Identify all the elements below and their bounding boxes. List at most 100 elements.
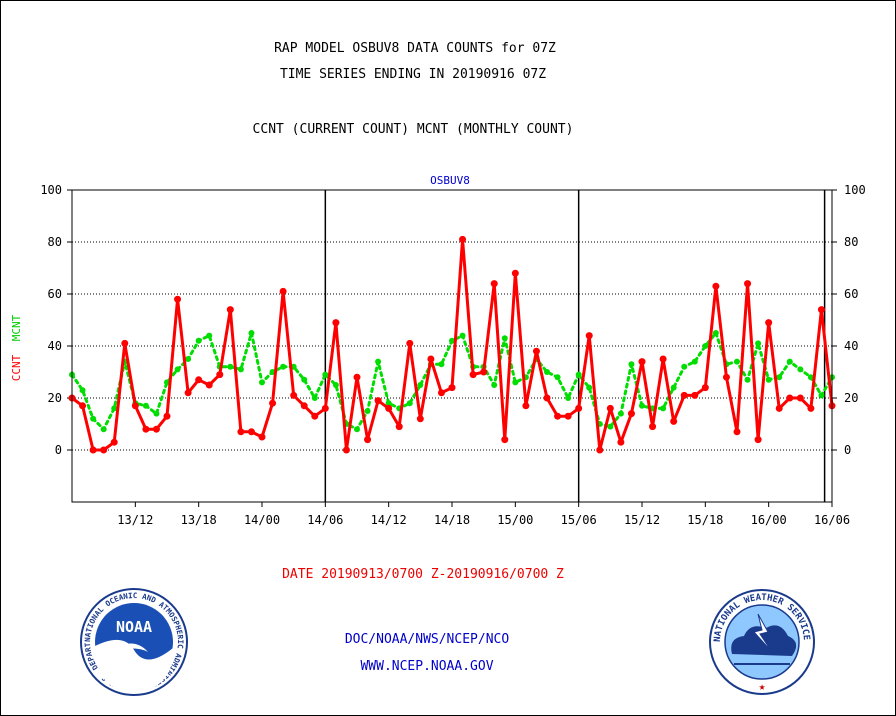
mcnt-point-24 [322, 371, 329, 378]
ccnt-point-36 [448, 384, 456, 392]
header-line-1: RAP MODEL OSBUV8 DATA COUNTS for 07Z [274, 41, 556, 56]
ccnt-point-57 [670, 417, 678, 425]
footer-org: DOC/NOAA/NWS/NCEP/NCO [345, 632, 510, 647]
ccnt-point-33 [416, 415, 424, 423]
nws-logo: NATIONAL WEATHER SERVICE ★ [709, 589, 815, 695]
ccnt-point-28 [364, 436, 372, 444]
y-tick-label-left-40: 40 [48, 339, 62, 353]
mcnt-point-13 [206, 332, 213, 339]
mcnt-point-46 [554, 374, 561, 381]
ccnt-point-8 [152, 425, 160, 433]
series-ccnt [68, 235, 836, 454]
mcnt-point-57 [670, 384, 677, 391]
ccnt-point-14 [216, 371, 224, 379]
ccnt-point-15 [226, 306, 234, 314]
ccnt-point-50 [596, 446, 604, 454]
mcnt-point-70 [807, 374, 814, 381]
y-tick-label-right-0: 0 [844, 443, 851, 457]
mcnt-point-15 [227, 363, 234, 370]
mcnt-point-40 [491, 382, 498, 388]
ccnt-point-23 [311, 412, 319, 420]
ccnt-point-62 [722, 373, 730, 381]
ccnt-point-25 [332, 319, 340, 327]
x-tick-label-14-12: 14/12 [371, 513, 407, 527]
y-tick-label-right-60: 60 [844, 287, 858, 301]
mcnt-point-23 [311, 395, 318, 401]
ccnt-point-63 [733, 428, 741, 436]
ccnt-point-11 [184, 389, 192, 397]
mcnt-point-29 [375, 358, 382, 365]
mcnt-point-11 [185, 356, 192, 362]
ccnt-point-4 [110, 438, 118, 446]
mcnt-point-3 [100, 426, 107, 433]
x-tick-label-14-00: 14/00 [244, 513, 280, 527]
ccnt-point-46 [554, 412, 562, 420]
plot-border [71, 189, 833, 503]
ccnt-point-43 [522, 402, 530, 410]
ccnt-point-35 [437, 389, 445, 397]
ccnt-point-52 [617, 438, 625, 446]
y-tick-label-left-0: 0 [55, 443, 62, 457]
ccnt-point-10 [174, 295, 182, 303]
x-tick-label-16-00: 16/00 [751, 513, 787, 527]
ccnt-point-30 [385, 404, 393, 412]
mcnt-point-22 [301, 376, 308, 383]
mcnt-point-12 [195, 337, 202, 344]
ccnt-point-24 [321, 404, 329, 412]
ccnt-point-1 [79, 402, 87, 410]
ccnt-point-7 [142, 425, 150, 433]
ccnt-point-55 [649, 423, 657, 431]
mcnt-point-1 [79, 387, 86, 394]
x-tick-label-13-18: 13/18 [181, 513, 217, 527]
ccnt-point-64 [744, 280, 752, 288]
ccnt-point-21 [290, 391, 298, 399]
mcnt-point-64 [744, 376, 751, 383]
ccnt-point-29 [374, 397, 382, 405]
ccnt-point-13 [205, 381, 213, 389]
ccnt-line [70, 237, 834, 452]
ccnt-point-20 [279, 287, 287, 295]
mcnt-point-71 [818, 392, 825, 399]
y-tick-label-left-60: 60 [48, 287, 62, 301]
mcnt-point-36 [449, 337, 455, 344]
mcnt-point-45 [544, 369, 550, 375]
nws-star-icon: ★ [759, 680, 766, 693]
mcnt-point-69 [797, 366, 804, 373]
ccnt-point-16 [237, 428, 245, 436]
x-tick-label-14-06: 14/06 [307, 513, 343, 527]
y-tick-label-left-20: 20 [48, 391, 62, 405]
ccnt-point-60 [701, 384, 709, 392]
ccnt-point-17 [247, 428, 255, 436]
ccnt-point-71 [817, 306, 825, 314]
ccnt-point-3 [100, 446, 108, 454]
ccnt-point-5 [121, 339, 129, 347]
mcnt-point-33 [417, 382, 424, 388]
mcnt-point-20 [280, 363, 287, 370]
ccnt-point-61 [712, 282, 720, 290]
mcnt-point-17 [248, 330, 255, 336]
mcnt-point-25 [332, 382, 339, 388]
ccnt-point-27 [353, 373, 361, 381]
ccnt-point-70 [807, 404, 815, 412]
mcnt-point-61 [712, 330, 719, 336]
ccnt-point-41 [501, 436, 509, 444]
ccnt-point-32 [406, 339, 414, 347]
header-line-3: CCNT (CURRENT COUNT) MCNT (MONTHLY COUNT… [253, 122, 574, 137]
mcnt-point-60 [702, 343, 709, 349]
ccnt-point-65 [754, 436, 762, 444]
grid-lines [72, 190, 832, 502]
mcnt-point-35 [438, 361, 445, 368]
ccnt-point-22 [300, 402, 308, 410]
ccnt-point-18 [258, 433, 266, 441]
mcnt-point-52 [617, 410, 624, 417]
ccnt-point-2 [89, 446, 97, 454]
mcnt-point-4 [111, 405, 118, 412]
mcnt-point-10 [174, 366, 181, 373]
y-label-ccnt: CCNT [10, 354, 23, 381]
ccnt-point-42 [511, 269, 519, 277]
ccnt-point-9 [163, 412, 171, 420]
ccnt-point-47 [564, 412, 572, 420]
ccnt-point-48 [575, 404, 583, 412]
ccnt-point-54 [638, 358, 646, 366]
